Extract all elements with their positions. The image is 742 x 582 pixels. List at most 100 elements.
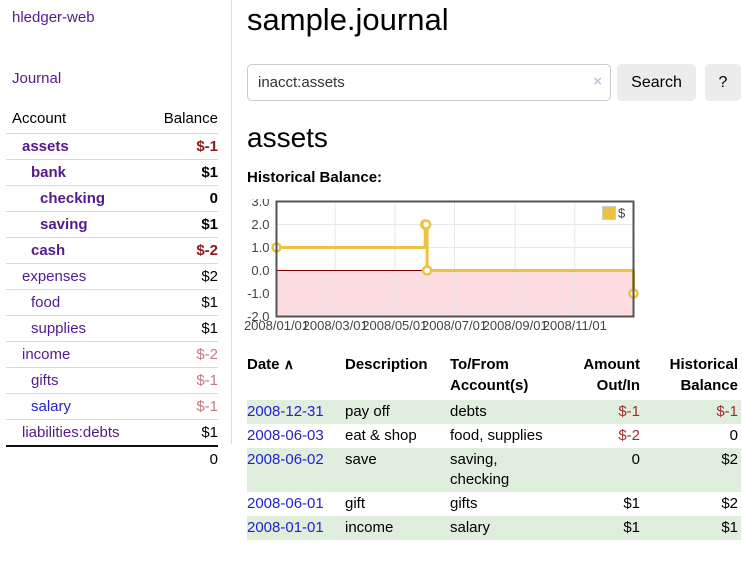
account-row: expenses $2 xyxy=(6,263,218,290)
account-balance: $1 xyxy=(201,294,218,311)
transaction-date-link[interactable]: 2008-01-01 xyxy=(247,519,324,536)
y-tick-label: 1.0 xyxy=(251,240,269,255)
accounts-tofrom-column-header: To/From Account(s) xyxy=(450,356,529,394)
account-row: gifts $-1 xyxy=(6,367,218,394)
transaction-accounts: gifts xyxy=(450,495,478,512)
transaction-date-link[interactable]: 2008-12-31 xyxy=(247,403,324,420)
account-link-salary[interactable]: salary xyxy=(31,398,72,415)
transaction-row: 2008-06-01 gift gifts $1 $2 xyxy=(247,492,741,516)
transaction-date-link[interactable]: 2008-06-03 xyxy=(247,427,324,444)
y-tick-label: 2.0 xyxy=(251,217,269,232)
sidebar: hledger-web Journal Account Balance asse… xyxy=(0,0,232,472)
legend-label: $ xyxy=(618,206,626,221)
account-balance: 0 xyxy=(209,190,218,207)
data-point xyxy=(420,219,432,230)
account-row: food $1 xyxy=(6,289,218,316)
account-link-liabilities-debts[interactable]: liabilities:debts xyxy=(22,424,120,441)
register-header-row: Date ∧ Description To/From Account(s) Am… xyxy=(247,354,741,400)
transaction-row: 2008-12-31 pay off debts $-1 $-1 xyxy=(247,400,741,424)
account-balance: $-2 xyxy=(196,346,218,363)
account-link-checking[interactable]: checking xyxy=(40,190,106,207)
transaction-amount: $1 xyxy=(623,519,640,536)
transaction-row: 2008-01-01 income salary $1 $1 xyxy=(247,516,741,540)
account-row: supplies $1 xyxy=(6,315,218,342)
y-tick-label: 0.0 xyxy=(251,263,269,278)
x-tick-label: 2008/05/01 xyxy=(362,318,427,333)
accounts-total-value: 0 xyxy=(144,445,218,472)
transaction-balance: $2 xyxy=(721,451,738,468)
search-input[interactable] xyxy=(247,64,611,101)
search-button[interactable]: Search xyxy=(617,64,696,101)
y-tick-label: -1.0 xyxy=(247,286,269,301)
transaction-accounts: food, supplies xyxy=(450,427,543,444)
account-balance: $2 xyxy=(201,268,218,285)
historical-balance-column-header: Historical Balance xyxy=(669,356,738,394)
sidebar-item-journal[interactable]: Journal xyxy=(12,70,62,87)
x-tick-label: 2008/03/01 xyxy=(303,318,368,333)
account-balance: $-1 xyxy=(196,138,218,155)
transaction-amount: $-2 xyxy=(618,427,640,444)
accounts-total-row: 0 xyxy=(6,445,218,472)
transaction-balance: $1 xyxy=(721,519,738,536)
transaction-description: income xyxy=(345,519,394,536)
sort-asc-icon: ∧ xyxy=(283,356,294,372)
transaction-amount: $1 xyxy=(623,495,640,512)
account-row: salary $-1 xyxy=(6,393,218,420)
account-row: checking 0 xyxy=(6,185,218,212)
account-link-cash[interactable]: cash xyxy=(31,242,66,259)
transaction-accounts: saving, checking xyxy=(450,451,510,488)
account-row: bank $1 xyxy=(6,159,218,186)
account-balance: $1 xyxy=(201,424,218,441)
transaction-row: 2008-06-03 eat & shop food, supplies $-2 0 xyxy=(247,424,741,448)
transaction-description: save xyxy=(345,451,377,468)
search-bar: × Search ? xyxy=(247,64,742,101)
y-tick-label: 3.0 xyxy=(251,199,269,209)
x-tick-label: 2008/09/01 xyxy=(483,318,548,333)
page-title: sample.journal xyxy=(247,2,449,37)
amount-column-header: Amount Out/In xyxy=(583,356,640,394)
account-link-assets[interactable]: assets xyxy=(22,138,69,155)
date-column-header: Date ∧ xyxy=(247,356,294,373)
transaction-date-link[interactable]: 2008-06-01 xyxy=(247,495,324,512)
legend-swatch-icon xyxy=(602,206,616,220)
help-button[interactable]: ? xyxy=(705,64,741,101)
description-column-header: Description xyxy=(345,356,428,373)
y-tick-label: -2.0 xyxy=(247,309,269,324)
main-content: sample.journal × Search ? assets Histori… xyxy=(232,0,742,540)
x-tick-label: 2008/01/01 xyxy=(244,318,309,333)
account-balance: $-2 xyxy=(196,242,218,259)
transaction-date-link[interactable]: 2008-06-02 xyxy=(247,451,324,468)
brand-link[interactable]: hledger-web xyxy=(12,9,95,26)
account-row: assets $-1 xyxy=(6,133,218,160)
transaction-balance: $2 xyxy=(721,495,738,512)
transaction-balance: $-1 xyxy=(716,403,738,420)
x-tick-label: 2008/07/01 xyxy=(422,318,487,333)
account-balance: $1 xyxy=(201,216,218,233)
transaction-amount: 0 xyxy=(631,451,640,468)
account-link-saving[interactable]: saving xyxy=(40,216,88,233)
account-link-gifts[interactable]: gifts xyxy=(31,372,59,389)
transaction-accounts: debts xyxy=(450,403,487,420)
data-point xyxy=(421,265,433,276)
account-link-bank[interactable]: bank xyxy=(31,164,67,181)
account-balance: $-1 xyxy=(196,398,218,415)
account-link-income[interactable]: income xyxy=(22,346,71,363)
plot-border xyxy=(275,200,635,318)
account-balance: $1 xyxy=(201,164,218,181)
account-link-expenses[interactable]: expenses xyxy=(22,268,87,285)
account-balance: $1 xyxy=(201,320,218,337)
account-link-supplies[interactable]: supplies xyxy=(31,320,87,337)
accounts-column-header: Account xyxy=(12,110,67,127)
historical-balance-chart: $3.0 2.0 1.0 0.0 -1.0 -2.0 2008/01/01 2008/03/0… xyxy=(241,194,742,337)
transaction-description: pay off xyxy=(345,403,390,420)
clear-search-icon[interactable]: × xyxy=(593,73,602,90)
account-row: liabilities:debts $1 xyxy=(6,419,218,447)
x-tick-label: 2008/11/01 xyxy=(543,318,607,333)
account-heading: assets xyxy=(247,122,328,153)
transaction-description: eat & shop xyxy=(345,427,417,444)
register-table: Date ∧ Description To/From Account(s) Am… xyxy=(247,354,741,540)
account-link-food[interactable]: food xyxy=(31,294,61,311)
app: hledger-web Journal Account Balance asse… xyxy=(0,0,742,540)
account-balance: $-1 xyxy=(196,372,218,389)
balance-column-header: Balance xyxy=(163,110,218,127)
